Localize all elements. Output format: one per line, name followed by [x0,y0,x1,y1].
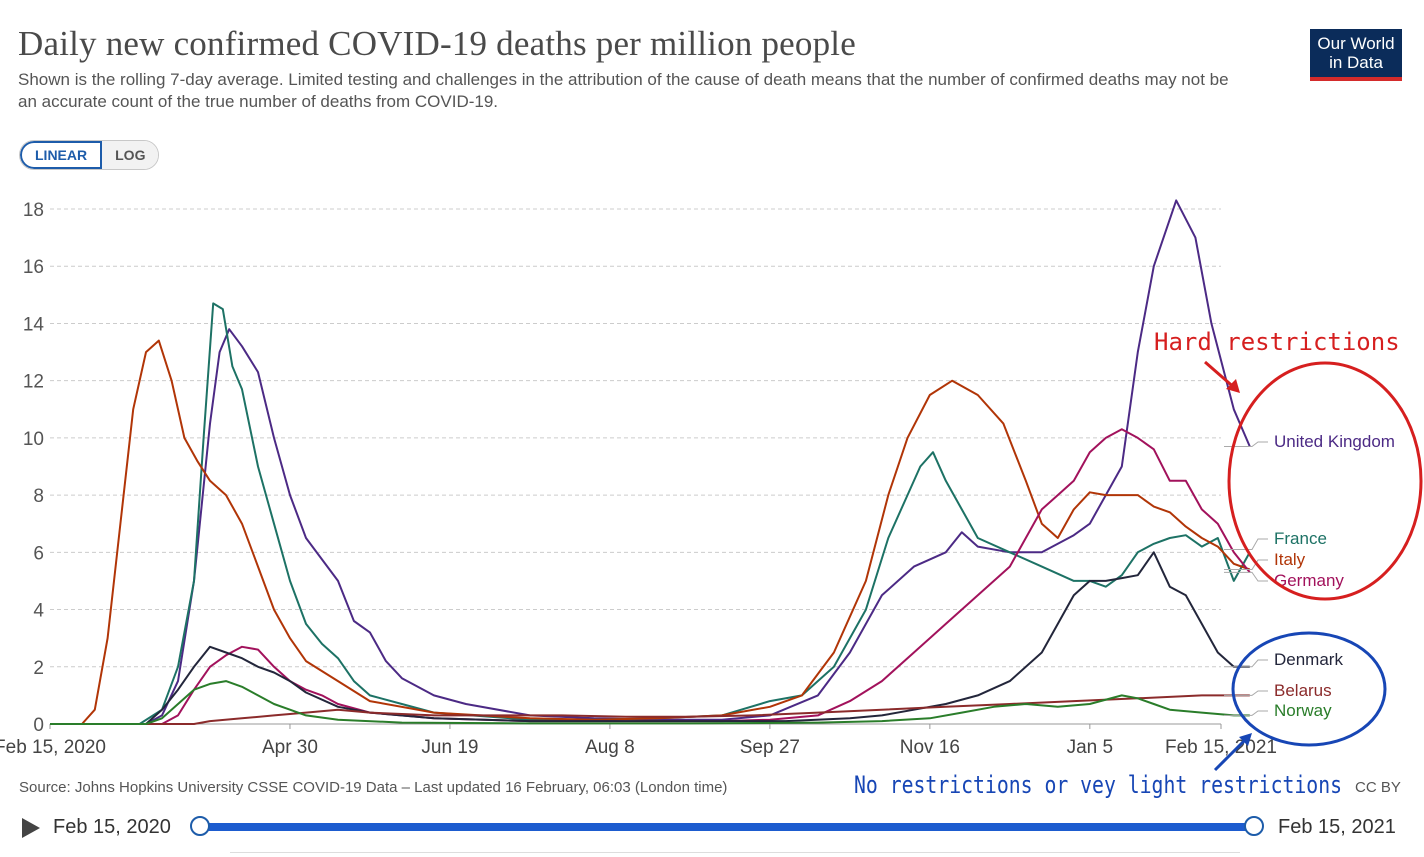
series-line-denmark [50,551,1250,725]
timeline: Feb 15, 2020 Feb 15, 2021 [0,808,1424,848]
series-label: France [1274,529,1327,548]
series-line-germany [50,428,1251,725]
x-tick-label: Jan 5 [1067,737,1113,758]
x-tick-label: Feb 15, 2021 [1165,737,1277,758]
logo-line-2: in Data [1329,53,1383,72]
series-line-united-kingdom [50,199,1251,725]
y-tick-label: 16 [23,257,44,278]
x-tick-label: Apr 30 [262,737,318,758]
y-tick-label: 4 [33,601,44,622]
y-tick-label: 8 [33,486,44,507]
hard-restrictions-note: Hard restrictions [1154,328,1400,356]
license-link[interactable]: CC BY [1355,779,1401,796]
source-note: Source: Johns Hopkins University CSSE CO… [19,779,728,796]
annotations: Hard restrictions No restrictions or vey … [854,328,1423,799]
light-arrow [1213,735,1250,772]
label-connector [1224,571,1268,582]
timeline-start-label: Feb 15, 2020 [53,816,171,838]
x-tick-label: Nov 16 [900,737,960,758]
owid-logo[interactable]: Our World in Data [1310,29,1402,81]
hard-arrow-head [1226,379,1240,393]
series-lines [50,199,1251,725]
timeline-track[interactable] [200,823,1255,831]
series-line-belarus [50,694,1250,725]
light-restrictions-note: No restrictions or vey light restriction… [854,771,1342,799]
chart-subtitle: Shown is the rolling 7-day average. Limi… [18,70,1229,111]
series-line-italy [50,339,1251,725]
label-connector [1224,690,1268,696]
series-label: Belarus [1274,681,1332,700]
logo-line-1: Our World [1317,34,1395,53]
y-axis: 0 2 4 6 8 10 12 14 16 18 [23,200,45,736]
log-scale-button[interactable]: LOG [102,141,159,169]
series-line-norway [50,680,1250,725]
tab-bar-edge [230,852,1240,857]
label-connector [1224,538,1268,550]
x-tick-label: Aug 8 [585,737,635,758]
light-restrictions-ellipse [1231,631,1387,747]
x-tick-label: Jun 19 [421,737,478,758]
x-tick-label: Sep 27 [740,737,800,758]
series-label: Germany [1274,571,1344,590]
x-axis: Feb 15, 2020 Apr 30 Jun 19 Aug 8 Sep 27 Nov 1… [0,724,1277,758]
y-tick-label: 14 [23,314,45,335]
series-line-france [50,302,1251,725]
series-label: Denmark [1274,650,1343,669]
label-connector [1224,710,1268,716]
series-label: Norway [1274,701,1332,720]
x-tick-label: Feb 15, 2020 [0,737,106,758]
scale-toggle: LINEAR LOG [19,140,160,170]
timeline-start-handle[interactable] [190,816,210,836]
y-tick-label: 2 [33,658,44,679]
light-arrow-head [1239,733,1252,746]
y-tick-label: 0 [33,715,44,736]
timeline-end-label: Feb 15, 2021 [1278,816,1396,838]
timeline-end-handle[interactable] [1244,816,1264,836]
series-label: United Kingdom [1274,432,1395,451]
y-tick-label: 10 [23,429,44,450]
chart-title: Daily new confirmed COVID-19 deaths per … [18,24,856,63]
series-label: Italy [1274,550,1306,569]
series-labels: United Kingdom France Italy Germany Denmark B… [1224,432,1395,720]
hard-restrictions-ellipse [1227,361,1423,601]
y-tick-label: 6 [33,543,44,564]
y-tick-label: 18 [23,200,44,221]
line-chart: 0 2 4 6 8 10 12 14 16 18 Feb 15, 2020 Apr 30 Jun 19… [0,199,1423,799]
play-icon[interactable] [22,818,40,838]
y-tick-label: 12 [23,372,44,393]
label-connector [1224,559,1268,570]
linear-scale-button[interactable]: LINEAR [20,141,103,169]
label-connector [1224,441,1268,447]
